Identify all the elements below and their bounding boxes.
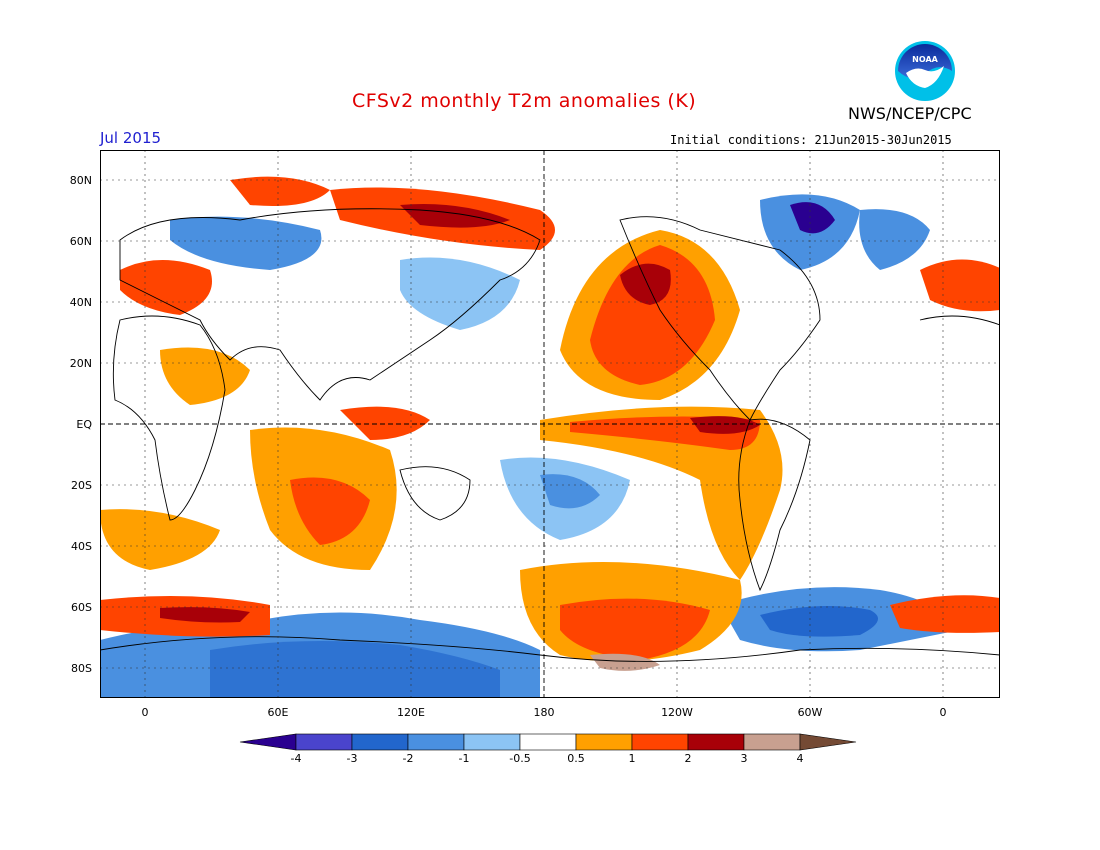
lat-label: 60S bbox=[71, 601, 92, 614]
lon-label: 180 bbox=[533, 706, 555, 719]
colorbar-label: 2 bbox=[684, 752, 692, 765]
colorbar-segment bbox=[407, 733, 465, 751]
el-nino-warm-tongue bbox=[540, 406, 783, 580]
lat-label: 40S bbox=[71, 540, 92, 553]
lon-label: 0 bbox=[141, 706, 149, 719]
initial-conditions-label: Initial conditions: 21Jun2015-30Jun2015 bbox=[670, 133, 952, 147]
equator-dateline bbox=[100, 150, 1000, 698]
colorbar-label: -1 bbox=[458, 752, 470, 765]
colorbar-label: -0.5 bbox=[509, 752, 531, 765]
colorbar-label: 3 bbox=[740, 752, 748, 765]
lat-label: 20S bbox=[71, 479, 92, 492]
noaa-logo: NOAA bbox=[895, 41, 955, 101]
noaa-logo-text: NOAA bbox=[912, 55, 938, 64]
colorbar-segment bbox=[239, 733, 297, 751]
colorbar-segment bbox=[687, 733, 745, 751]
lat-label: 60N bbox=[69, 235, 92, 248]
colorbar-label: 0.5 bbox=[567, 752, 585, 765]
colorbar-segment bbox=[799, 733, 857, 751]
colorbar bbox=[239, 733, 857, 751]
chart-title: CFSv2 monthly T2m anomalies (K) bbox=[352, 90, 697, 112]
lon-label: 120E bbox=[397, 706, 425, 719]
anomaly-map bbox=[100, 150, 1000, 698]
lon-label: 120W bbox=[661, 706, 693, 719]
lat-label: 40N bbox=[69, 296, 92, 309]
colorbar-segment bbox=[575, 733, 633, 751]
cold-anomaly-eurasia bbox=[170, 216, 322, 270]
colorbar-segment bbox=[743, 733, 801, 751]
lon-label: 60W bbox=[797, 706, 823, 719]
colorbar-label: 1 bbox=[628, 752, 636, 765]
colorbar-label: -4 bbox=[290, 752, 302, 765]
agency-label: NWS/NCEP/CPC bbox=[848, 104, 972, 123]
graticule bbox=[100, 150, 1000, 698]
colorbar-label: 4 bbox=[796, 752, 804, 765]
colorbar-segment bbox=[463, 733, 521, 751]
colorbar-segment bbox=[351, 733, 409, 751]
lat-label: EQ bbox=[76, 418, 92, 431]
lon-label: 60E bbox=[267, 706, 289, 719]
lon-label: 0 bbox=[939, 706, 947, 719]
colorbar-segment bbox=[631, 733, 689, 751]
month-label: Jul 2015 bbox=[100, 129, 162, 147]
coastlines bbox=[100, 208, 1000, 662]
lat-label: 80S bbox=[71, 662, 92, 675]
colorbar-segment bbox=[519, 733, 577, 751]
lat-label: 20N bbox=[69, 357, 92, 370]
colorbar-segment bbox=[295, 733, 353, 751]
warm-anomaly-europe bbox=[120, 260, 212, 315]
lat-label: 80N bbox=[69, 174, 92, 187]
colorbar-label: -3 bbox=[346, 752, 358, 765]
colorbar-label: -2 bbox=[402, 752, 414, 765]
